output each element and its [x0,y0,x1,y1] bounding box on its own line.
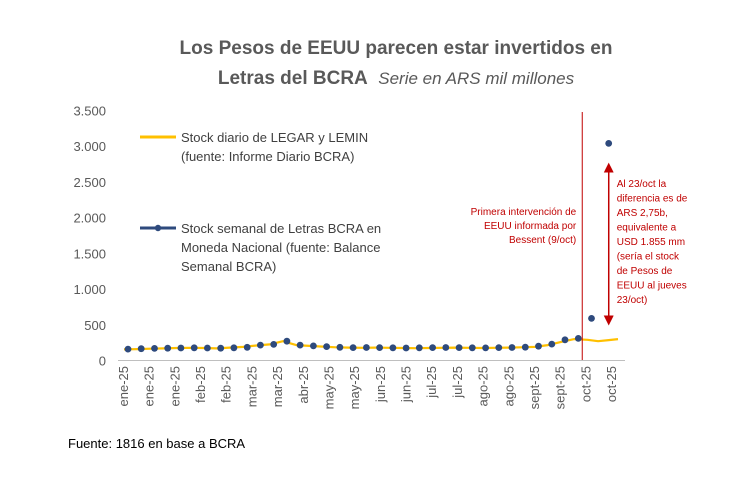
weekly-point [521,343,529,351]
annotation-difference-line: Al 23/oct la [617,179,667,190]
x-tick-label: may-25 [321,366,336,409]
weekly-point [257,341,264,349]
legend-label-daily-line2: (fuente: Informe Diario BCRA) [181,149,354,164]
x-axis: ene-25 ene-25 ene-25 feb-25 feb-25 mar-25 mar-… [116,366,619,409]
x-tick-label: jul-25 [450,366,465,399]
weekly-point [588,315,595,322]
weekly-point [508,344,516,351]
x-tick-label: mar-25 [244,366,259,407]
y-tick-label: 3.500 [73,104,106,119]
annotation-difference-line: 23/oct) [617,295,648,306]
weekly-point [535,342,542,350]
weekly-point [442,344,450,351]
legend-label-daily: Stock diario de LEGAR y LEMIN (fuente: I… [181,130,372,164]
weekly-point [151,345,158,352]
x-tick-label: may-25 [347,366,362,409]
weekly-point [574,335,582,342]
annotation-intervention-line: EEUU informada por [484,221,577,232]
legend-label-weekly-line1: Stock semanal de Letras BCRA en [181,221,381,236]
x-tick-label: ago-25 [476,366,491,406]
legend-swatch-weekly-marker [154,224,162,232]
x-tick-label: feb-25 [193,366,208,403]
weekly-point [323,343,330,350]
x-tick-label: ene-25 [116,366,131,406]
weekly-point [415,344,423,352]
weekly-point [376,344,383,351]
weekly-point [429,344,436,351]
annotation-difference-line: de Pesos de [617,266,673,277]
weekly-point [217,344,225,352]
weekly-point [177,344,185,352]
chart-title-line1: Los Pesos de EEUU parecen estar invertid… [180,38,613,59]
x-tick-label: feb-25 [219,366,234,403]
weekly-point [548,340,556,348]
y-tick-label: 2.000 [73,211,106,226]
weekly-point [243,343,251,351]
x-tick-label: sept-25 [553,366,568,409]
weekly-point [336,343,344,351]
weekly-point [605,140,613,147]
annotation-difference-line: USD 1.855 mm [617,237,685,248]
weekly-point [270,341,278,348]
weekly-point [561,336,569,344]
x-tick-label: jun-25 [373,366,388,403]
y-tick-label: 1.500 [73,246,106,261]
weekly-point [482,344,489,352]
annotation-difference-line: diferencia es de [617,194,688,205]
x-tick-label: ago-25 [501,366,516,406]
weekly-point [283,337,291,345]
chart-subtitle: Serie en ARS mil millones [378,69,574,88]
series-line-daily [123,338,619,351]
x-tick-label: abr-25 [296,366,311,404]
annotation-intervention-line: Bessent (9/oct) [509,235,576,246]
y-tick-label: 3.000 [73,139,106,154]
annotation-difference-line: ARS 2,75b, [617,208,668,219]
series-lines [123,338,619,351]
x-tick-label: jul-25 [424,366,439,399]
legend-label-weekly: Stock semanal de Letras BCRA en Moneda N… [181,221,385,274]
weekly-point [402,344,410,352]
y-tick-label: 1.000 [73,282,106,297]
y-tick-label: 2.500 [73,175,106,190]
x-tick-label: oct-25 [578,366,593,402]
annotation-intervention-line: Primera intervención de [471,207,577,218]
x-tick-label: ene-25 [142,366,157,406]
legend-label-daily-line1: Stock diario de LEGAR y LEMIN [181,130,368,145]
weekly-point [495,344,503,351]
weekly-point [137,345,145,353]
annotation-difference-line: EEUU al jueves [617,281,687,292]
y-tick-label: 500 [84,318,106,333]
y-tick-label: 0 [99,354,106,369]
x-tick-label: ene-25 [167,366,182,406]
source-note: Fuente: 1816 en base a BCRA [68,436,245,451]
annotation-difference: Al 23/oct la diferencia es de ARS 2,75b, eq… [617,179,688,306]
weekly-point [363,344,370,351]
legend: Stock diario de LEGAR y LEMIN (fuente: I… [140,130,385,274]
series-markers [124,140,613,353]
weekly-point [296,341,304,349]
weekly-point [204,344,211,352]
annotation-difference-line: (sería el stock [617,252,680,263]
x-tick-label: mar-25 [270,366,285,407]
weekly-point [190,344,198,352]
chart-title-line2: Letras del BCRA Serie en ARS mil millone… [218,68,575,89]
annotation-intervention: Primera intervención de EEUU informada po… [471,207,577,246]
x-tick-label: sept-25 [527,366,542,409]
weekly-point [455,344,463,351]
weekly-point [389,344,397,352]
weekly-point [349,344,357,351]
weekly-point [124,345,132,353]
chart-title-bold: Letras del BCRA [218,68,368,89]
legend-label-weekly-line3: Semanal BCRA) [181,259,276,274]
x-tick-label: oct-25 [604,366,619,402]
weekly-point [230,344,238,352]
x-tick-label: jun-25 [399,366,414,403]
weekly-point [164,344,172,352]
annotation-difference-line: equivalente a [617,223,677,234]
legend-label-weekly-line2: Moneda Nacional (fuente: Balance [181,240,380,255]
weekly-point [310,342,317,350]
weekly-point [468,344,476,352]
y-axis: 0 500 1.000 1.500 2.000 2.500 3.000 3.500 [73,104,106,369]
